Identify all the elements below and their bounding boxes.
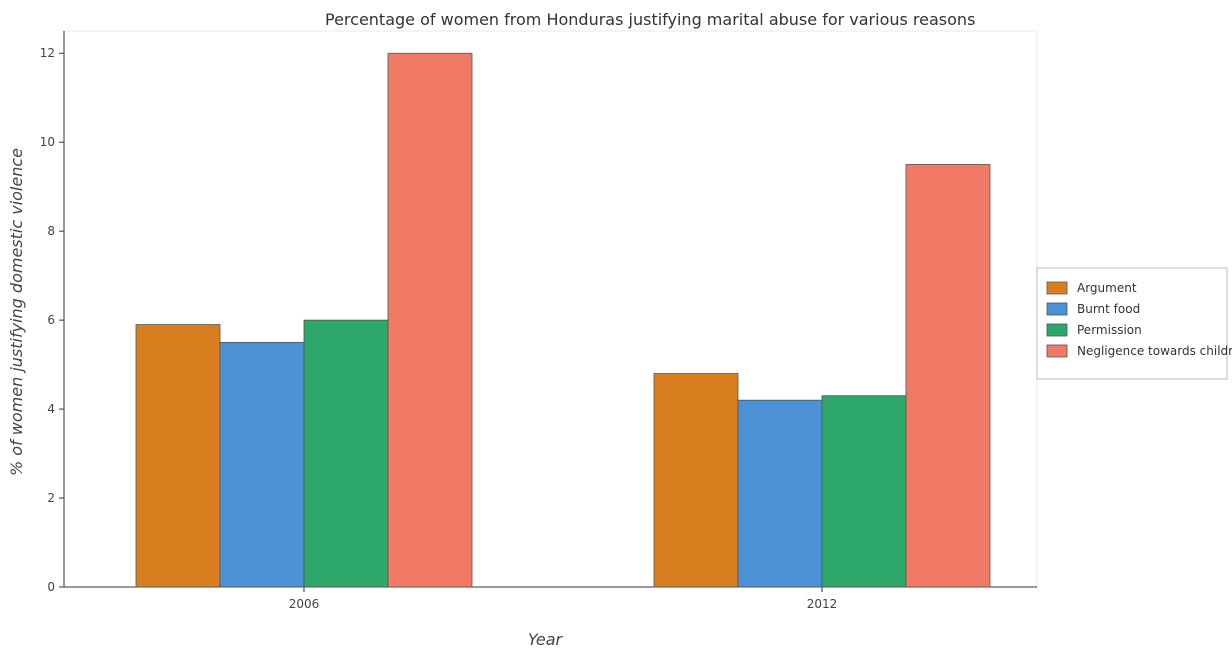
legend-label: Argument (1077, 281, 1137, 295)
bar-permission-2006 (303, 319, 389, 588)
plot-area: 0 2 4 6 8 10 12 2006 2012 (40, 30, 1038, 611)
legend-label: Burnt food (1077, 302, 1140, 316)
y-tick-label: 8 (47, 224, 55, 238)
legend-swatch-permission (1046, 323, 1068, 337)
legend-swatch-negligence-towards-children (1046, 344, 1068, 358)
bar-argument-2006 (135, 324, 221, 588)
x-axis-label: Year (528, 630, 564, 649)
bar-argument-2012 (653, 373, 739, 588)
legend-label: Permission (1077, 323, 1142, 337)
legend-swatch-burnt-food (1046, 302, 1068, 316)
y-tick-label: 2 (47, 491, 55, 505)
y-tick-label: 4 (47, 402, 55, 416)
x-tick-label: 2006 (289, 597, 320, 611)
y-tick-label: 12 (40, 46, 55, 60)
y-tick-label: 0 (47, 580, 55, 594)
chart-title: Percentage of women from Honduras justif… (325, 10, 975, 29)
bar-burnt-food-2012 (737, 399, 823, 588)
legend-label: Negligence towards children (1077, 344, 1232, 358)
y-tick-label: 10 (40, 135, 55, 149)
legend-swatch-argument (1046, 281, 1068, 295)
bar-negligence-towards-children-2006 (387, 52, 473, 588)
legend-box (1036, 267, 1228, 380)
bar-permission-2012 (821, 395, 907, 588)
x-tick-label: 2012 (807, 597, 838, 611)
bar-negligence-towards-children-2012 (905, 164, 991, 588)
y-tick-label: 6 (47, 313, 55, 327)
legend: Argument Burnt food Permission Negligence t… (1036, 267, 1232, 380)
bar-burnt-food-2006 (219, 341, 305, 588)
y-axis-label: % of women justifying domestic violence (7, 148, 26, 476)
